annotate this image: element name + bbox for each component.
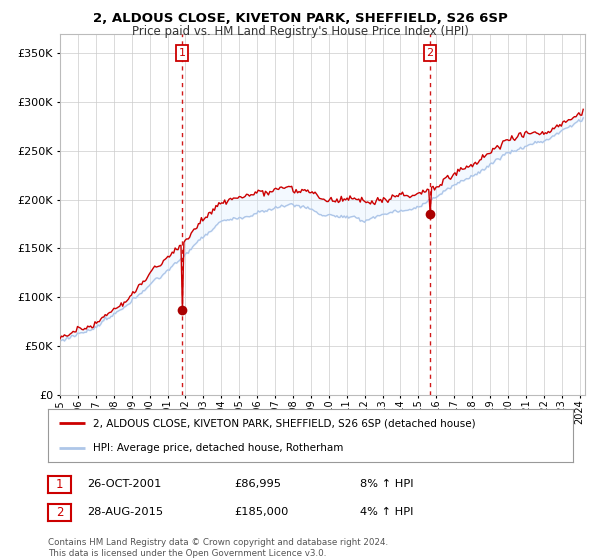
Text: 2: 2	[56, 506, 63, 519]
Text: 2, ALDOUS CLOSE, KIVETON PARK, SHEFFIELD, S26 6SP (detached house): 2, ALDOUS CLOSE, KIVETON PARK, SHEFFIELD…	[92, 418, 475, 428]
Text: 28-AUG-2015: 28-AUG-2015	[87, 507, 163, 517]
Text: 1: 1	[179, 48, 186, 58]
Text: 26-OCT-2001: 26-OCT-2001	[87, 479, 161, 489]
Text: 8% ↑ HPI: 8% ↑ HPI	[360, 479, 413, 489]
Text: £86,995: £86,995	[234, 479, 281, 489]
Text: HPI: Average price, detached house, Rotherham: HPI: Average price, detached house, Roth…	[92, 442, 343, 452]
Text: Contains HM Land Registry data © Crown copyright and database right 2024.
This d: Contains HM Land Registry data © Crown c…	[48, 538, 388, 558]
Text: 1: 1	[56, 478, 63, 491]
Text: Price paid vs. HM Land Registry's House Price Index (HPI): Price paid vs. HM Land Registry's House …	[131, 25, 469, 38]
Text: 2: 2	[427, 48, 434, 58]
Text: 4% ↑ HPI: 4% ↑ HPI	[360, 507, 413, 517]
Text: 2, ALDOUS CLOSE, KIVETON PARK, SHEFFIELD, S26 6SP: 2, ALDOUS CLOSE, KIVETON PARK, SHEFFIELD…	[92, 12, 508, 25]
Text: £185,000: £185,000	[234, 507, 289, 517]
